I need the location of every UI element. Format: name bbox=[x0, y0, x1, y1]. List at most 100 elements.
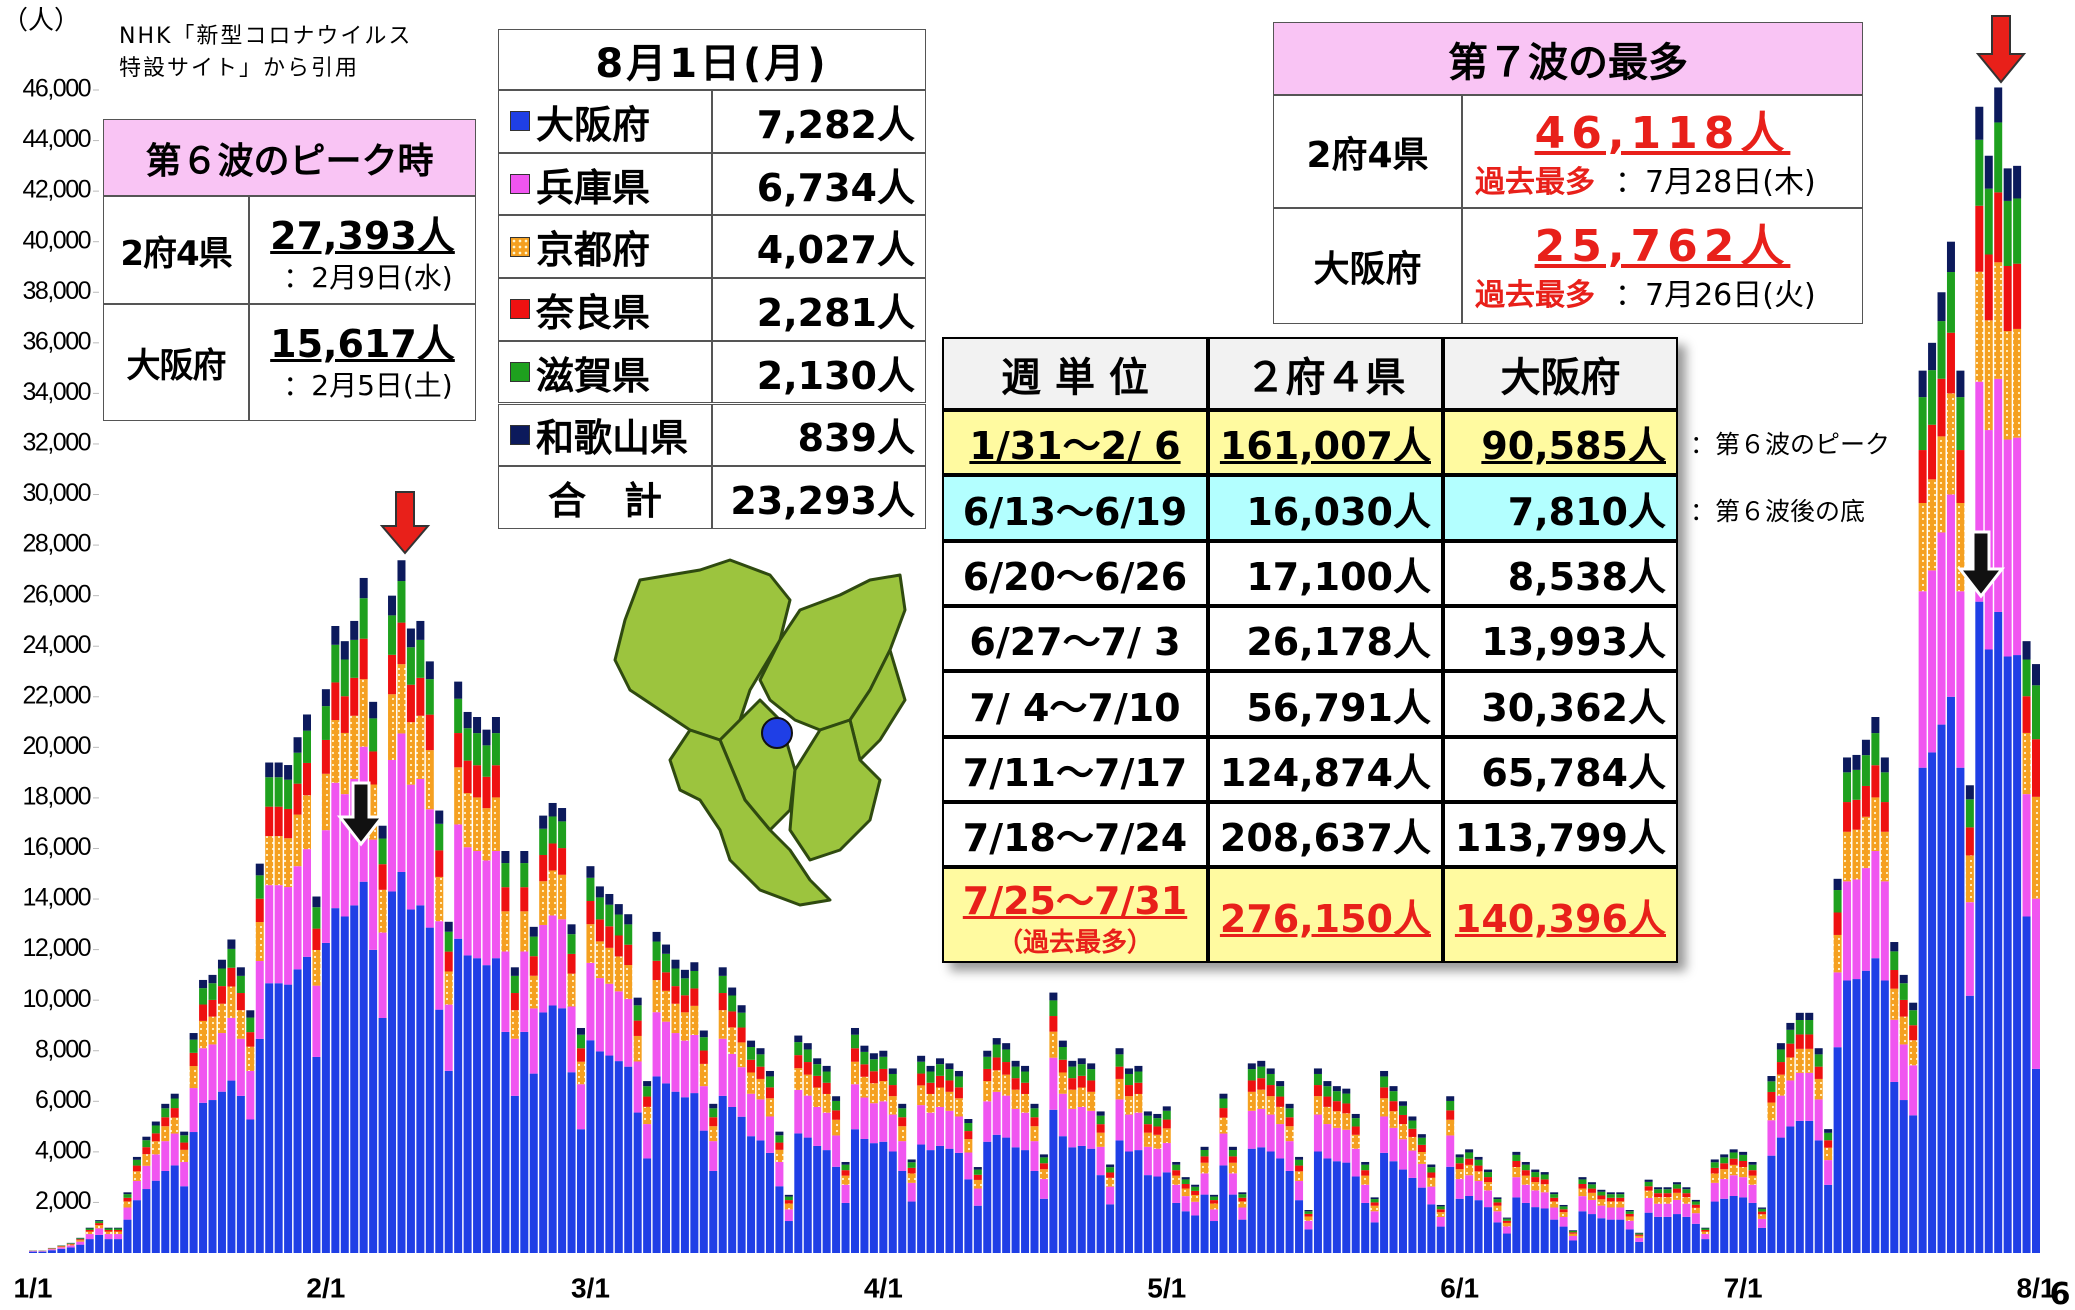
bar-segment bbox=[718, 967, 727, 976]
bar-segment bbox=[520, 951, 529, 1032]
bar-segment bbox=[1484, 1169, 1493, 1173]
bar-segment bbox=[1559, 1209, 1568, 1213]
bar-segment bbox=[274, 777, 283, 807]
bar-segment bbox=[1266, 1151, 1275, 1253]
bar-segment bbox=[869, 1059, 878, 1072]
bar-segment bbox=[1266, 1073, 1275, 1086]
bar-segment bbox=[388, 694, 397, 760]
bar-segment bbox=[1474, 1200, 1483, 1253]
bar-segment bbox=[822, 1150, 831, 1253]
bar-segment bbox=[888, 1114, 897, 1152]
bar-segment bbox=[1965, 902, 1974, 996]
bar-segment bbox=[416, 778, 425, 906]
bar-segment bbox=[274, 806, 283, 837]
bar-segment bbox=[548, 802, 557, 817]
bar-segment bbox=[1880, 772, 1889, 803]
y-tick-label: 2,000 bbox=[35, 1187, 91, 1215]
bar-segment bbox=[690, 988, 699, 1006]
bar-segment bbox=[435, 921, 444, 1010]
bar-segment bbox=[142, 1154, 151, 1166]
bar-segment bbox=[1890, 1019, 1899, 1082]
bar-segment bbox=[2022, 794, 2031, 917]
bar-segment bbox=[1521, 1170, 1530, 1176]
table-cell: 7/25～7/31 bbox=[962, 878, 1188, 923]
bar-segment bbox=[369, 949, 378, 1253]
bar-segment bbox=[397, 733, 406, 872]
bar-segment bbox=[123, 1201, 132, 1208]
bar-segment bbox=[1672, 1184, 1681, 1189]
bar-segment bbox=[680, 995, 689, 1013]
bar-segment bbox=[1389, 1101, 1398, 1112]
bar-segment bbox=[1843, 757, 1852, 773]
cell bbox=[249, 196, 476, 304]
y-tick-label: 10,000 bbox=[23, 985, 91, 1013]
bar-segment bbox=[1210, 1209, 1219, 1222]
bar-segment bbox=[1030, 1108, 1039, 1118]
bar-segment bbox=[595, 886, 604, 898]
bar-segment bbox=[879, 1056, 888, 1069]
bar-segment bbox=[813, 1087, 822, 1107]
bar-segment bbox=[1861, 785, 1870, 817]
bar-segment bbox=[1332, 1111, 1341, 1128]
bar-segment bbox=[558, 821, 567, 849]
bar-segment bbox=[1540, 1184, 1549, 1193]
bar-segment bbox=[1672, 1214, 1681, 1253]
bar-segment bbox=[1569, 1235, 1578, 1241]
x-tick-label: 5/1 bbox=[1147, 1272, 1186, 1303]
bar-segment bbox=[1039, 1154, 1048, 1158]
bar-segment bbox=[293, 737, 302, 753]
bar-segment bbox=[973, 1188, 982, 1206]
bar-segment bbox=[2022, 732, 2031, 795]
bar-segment bbox=[832, 1096, 841, 1101]
bar-segment bbox=[832, 1135, 841, 1167]
bar-segment bbox=[170, 1117, 179, 1134]
bar-segment bbox=[180, 1149, 189, 1162]
bar-segment bbox=[359, 598, 368, 639]
bar-segment bbox=[1096, 1175, 1105, 1253]
bar-segment bbox=[199, 1102, 208, 1253]
bar-segment bbox=[775, 1186, 784, 1253]
bar-segment bbox=[1672, 1199, 1681, 1215]
bar-segment bbox=[1361, 1161, 1370, 1165]
bar-segment bbox=[406, 784, 415, 910]
bar-segment bbox=[302, 956, 311, 1253]
bar-segment bbox=[2003, 200, 2012, 266]
bar-segment bbox=[208, 983, 217, 1000]
bar-segment bbox=[1994, 192, 2003, 263]
date: ：7月26日(火) bbox=[1615, 278, 1816, 313]
bar-segment bbox=[775, 1135, 784, 1143]
bar-segment bbox=[114, 1228, 123, 1230]
bar-segment bbox=[501, 863, 510, 888]
bar-segment bbox=[1068, 1147, 1077, 1253]
record-note: （過去最多） bbox=[996, 927, 1153, 958]
bar-segment bbox=[860, 1045, 869, 1052]
bar-segment bbox=[132, 1156, 141, 1160]
bar-segment bbox=[123, 1194, 132, 1198]
bar-segment bbox=[1096, 1146, 1105, 1176]
bar-segment bbox=[1965, 785, 1974, 800]
bar-segment bbox=[425, 714, 434, 751]
bar-segment bbox=[794, 1055, 803, 1069]
bar-segment bbox=[1739, 1177, 1748, 1198]
bar-segment bbox=[208, 974, 217, 984]
bar-segment bbox=[973, 1169, 982, 1175]
bar-segment bbox=[917, 1073, 926, 1086]
bar-segment bbox=[378, 889, 387, 933]
bar-segment bbox=[1049, 1057, 1058, 1110]
bar-segment bbox=[473, 765, 482, 798]
bar-segment bbox=[1465, 1175, 1474, 1196]
bar-segment bbox=[1427, 1186, 1436, 1205]
bar-segment bbox=[1087, 1148, 1096, 1253]
value-cell: 6,734人 bbox=[712, 152, 926, 216]
bar-segment bbox=[529, 926, 538, 937]
bar-segment bbox=[1663, 1203, 1672, 1217]
bar-segment bbox=[151, 1141, 160, 1155]
bar-segment bbox=[1729, 1149, 1738, 1153]
bar-segment bbox=[302, 795, 311, 850]
bar-segment bbox=[1096, 1111, 1105, 1116]
bar-segment bbox=[274, 836, 283, 886]
bar-segment bbox=[1994, 378, 2003, 612]
bar-segment bbox=[1824, 1132, 1833, 1141]
bar-segment bbox=[1446, 1100, 1455, 1111]
bar-segment bbox=[1512, 1154, 1521, 1161]
